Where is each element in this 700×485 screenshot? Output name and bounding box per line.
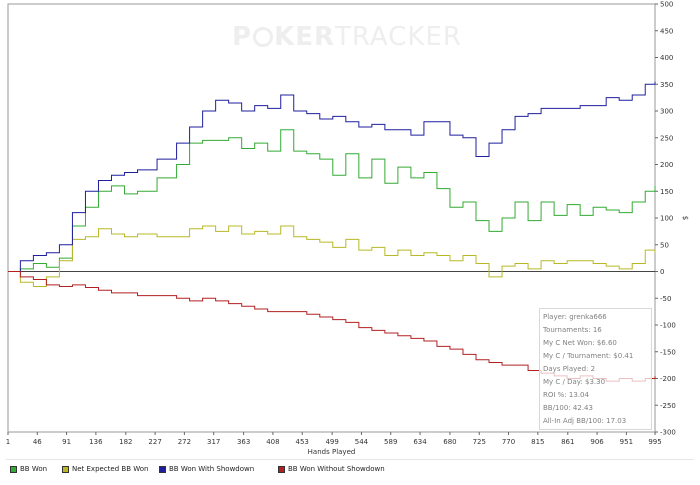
y-tick-label: -300: [660, 429, 676, 437]
watermark-text-tracker: TRACKER: [335, 22, 462, 52]
x-tick-label: 951: [620, 438, 633, 446]
info-line: Tournaments: 16: [543, 326, 602, 334]
legend-item: BB Won: [10, 465, 47, 473]
legend-label: Net Expected BB Won: [72, 465, 149, 473]
x-tick-label: 634: [413, 438, 427, 446]
legend-item: BB Won Without Showdown: [278, 465, 385, 473]
x-tick-label: 725: [473, 438, 486, 446]
legend-swatch: [10, 465, 17, 473]
x-tick-label: 272: [178, 438, 191, 446]
chart-svg: 500450400350300250200150100500-50-100-15…: [6, 1, 689, 457]
x-tick-label: 815: [531, 438, 544, 446]
y-tick-label: 150: [660, 188, 673, 196]
y-axis-unit-label: $: [681, 216, 689, 220]
x-tick-label: 317: [207, 438, 220, 446]
info-line: All-In Adj BB/100: 17.03: [543, 417, 627, 425]
y-tick-label: -200: [660, 375, 676, 383]
info-line: My C / Day: $3.30: [543, 378, 606, 386]
x-tick-label: 408: [266, 438, 279, 446]
x-axis-title: Hands Played: [308, 448, 356, 456]
x-tick-label: 136: [89, 438, 103, 446]
x-tick-label: 906: [590, 438, 604, 446]
legend-swatch: [62, 465, 69, 473]
series-line-net-expected-bb-won: [8, 225, 656, 287]
y-tick-label: 400: [660, 54, 673, 62]
x-tick-label: 46: [33, 438, 42, 446]
y-tick-label: -50: [660, 295, 671, 303]
series-line-bb-won-with-showdown: [8, 81, 656, 272]
x-tick-label: 182: [119, 438, 132, 446]
legend-item: BB Won With Showdown: [159, 465, 254, 473]
x-tick-label: 499: [325, 438, 338, 446]
y-tick-label: 300: [660, 108, 673, 116]
series-line-bb-won: [8, 129, 656, 272]
info-line: My C / Tournament: $0.41: [543, 352, 634, 360]
legend-swatch: [278, 465, 285, 473]
y-tick-label: 50: [660, 241, 669, 249]
y-tick-label: -250: [660, 402, 676, 410]
y-tick-label: 450: [660, 27, 673, 35]
info-line: Days Played: 2: [543, 365, 596, 373]
info-line: My C Net Won: $6.60: [543, 339, 617, 347]
x-tick-label: 544: [355, 438, 369, 446]
y-tick-label: 500: [660, 1, 673, 9]
x-tick-label: 227: [148, 438, 161, 446]
chip-icon: [253, 27, 274, 47]
y-tick-label: 200: [660, 161, 673, 169]
legend-label: BB Won Without Showdown: [288, 465, 385, 473]
x-tick-label: 589: [384, 438, 397, 446]
y-tick-label: -100: [660, 322, 676, 330]
y-tick-label: 250: [660, 134, 673, 142]
stats-info-box: [539, 308, 652, 430]
y-tick-label: 0: [660, 268, 664, 276]
x-tick-label: 363: [237, 438, 250, 446]
legend-swatch: [159, 465, 166, 473]
watermark-text-ker: KER: [274, 22, 335, 52]
legend-label: BB Won With Showdown: [169, 465, 255, 473]
x-tick-label: 680: [443, 438, 456, 446]
legend-label: BB Won: [20, 465, 48, 473]
poker-tracker-watermark: P KERTRACKER: [232, 22, 462, 52]
info-line: BB/100: 42.43: [543, 404, 593, 412]
chart-legend: BB Won Net Expected BB Won BB Won With Sho…: [6, 459, 694, 476]
y-tick-label: 350: [660, 81, 673, 89]
info-line: ROI %: 13.04: [543, 391, 589, 399]
x-tick-label: 995: [648, 438, 661, 446]
x-tick-label: 91: [62, 438, 71, 446]
x-tick-label: 861: [561, 438, 574, 446]
legend-item: Net Expected BB Won: [62, 465, 148, 473]
watermark-text-p: P: [232, 22, 253, 52]
y-tick-label: 100: [660, 215, 673, 223]
info-line: Player: grenka666: [543, 313, 607, 321]
x-tick-label: 770: [502, 438, 515, 446]
y-tick-label: -150: [660, 348, 676, 356]
x-tick-label: 453: [296, 438, 309, 446]
x-tick-label: 1: [6, 438, 10, 446]
